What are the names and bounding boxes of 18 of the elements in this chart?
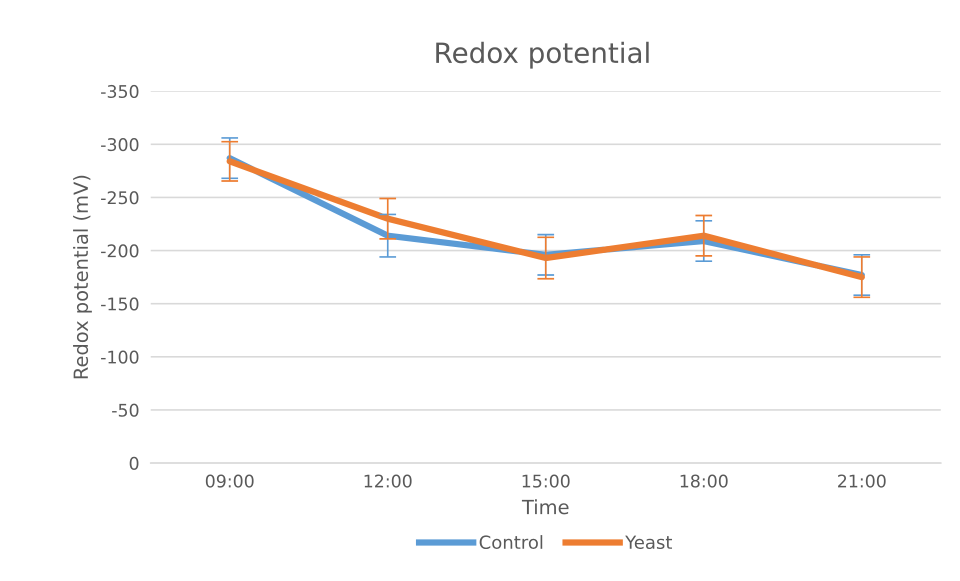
y-tick-label: -200 bbox=[101, 244, 138, 258]
chart-title: Redox potential bbox=[436, 42, 649, 69]
legend-label: Control bbox=[480, 535, 542, 550]
legend-label: Yeast bbox=[625, 536, 672, 550]
x-tick-label: 18:00 bbox=[680, 474, 728, 488]
y-tick-label: -150 bbox=[101, 297, 138, 311]
y-tick-label: 0 bbox=[130, 456, 138, 470]
x-tick-label: 12:00 bbox=[364, 474, 412, 488]
y-axis-title: Redox potential (mV) bbox=[73, 176, 92, 378]
y-tick-label: -300 bbox=[101, 138, 138, 152]
x-axis-title: Time bbox=[522, 499, 569, 514]
x-tick-label: 09:00 bbox=[206, 474, 254, 488]
y-tick-label: -100 bbox=[101, 350, 138, 364]
x-tick-label: 21:00 bbox=[838, 474, 886, 488]
x-tick-label: 15:00 bbox=[522, 474, 570, 488]
y-tick-label: -350 bbox=[101, 84, 138, 98]
y-tick-label: -250 bbox=[101, 191, 138, 204]
y-tick-label: -50 bbox=[112, 404, 138, 417]
